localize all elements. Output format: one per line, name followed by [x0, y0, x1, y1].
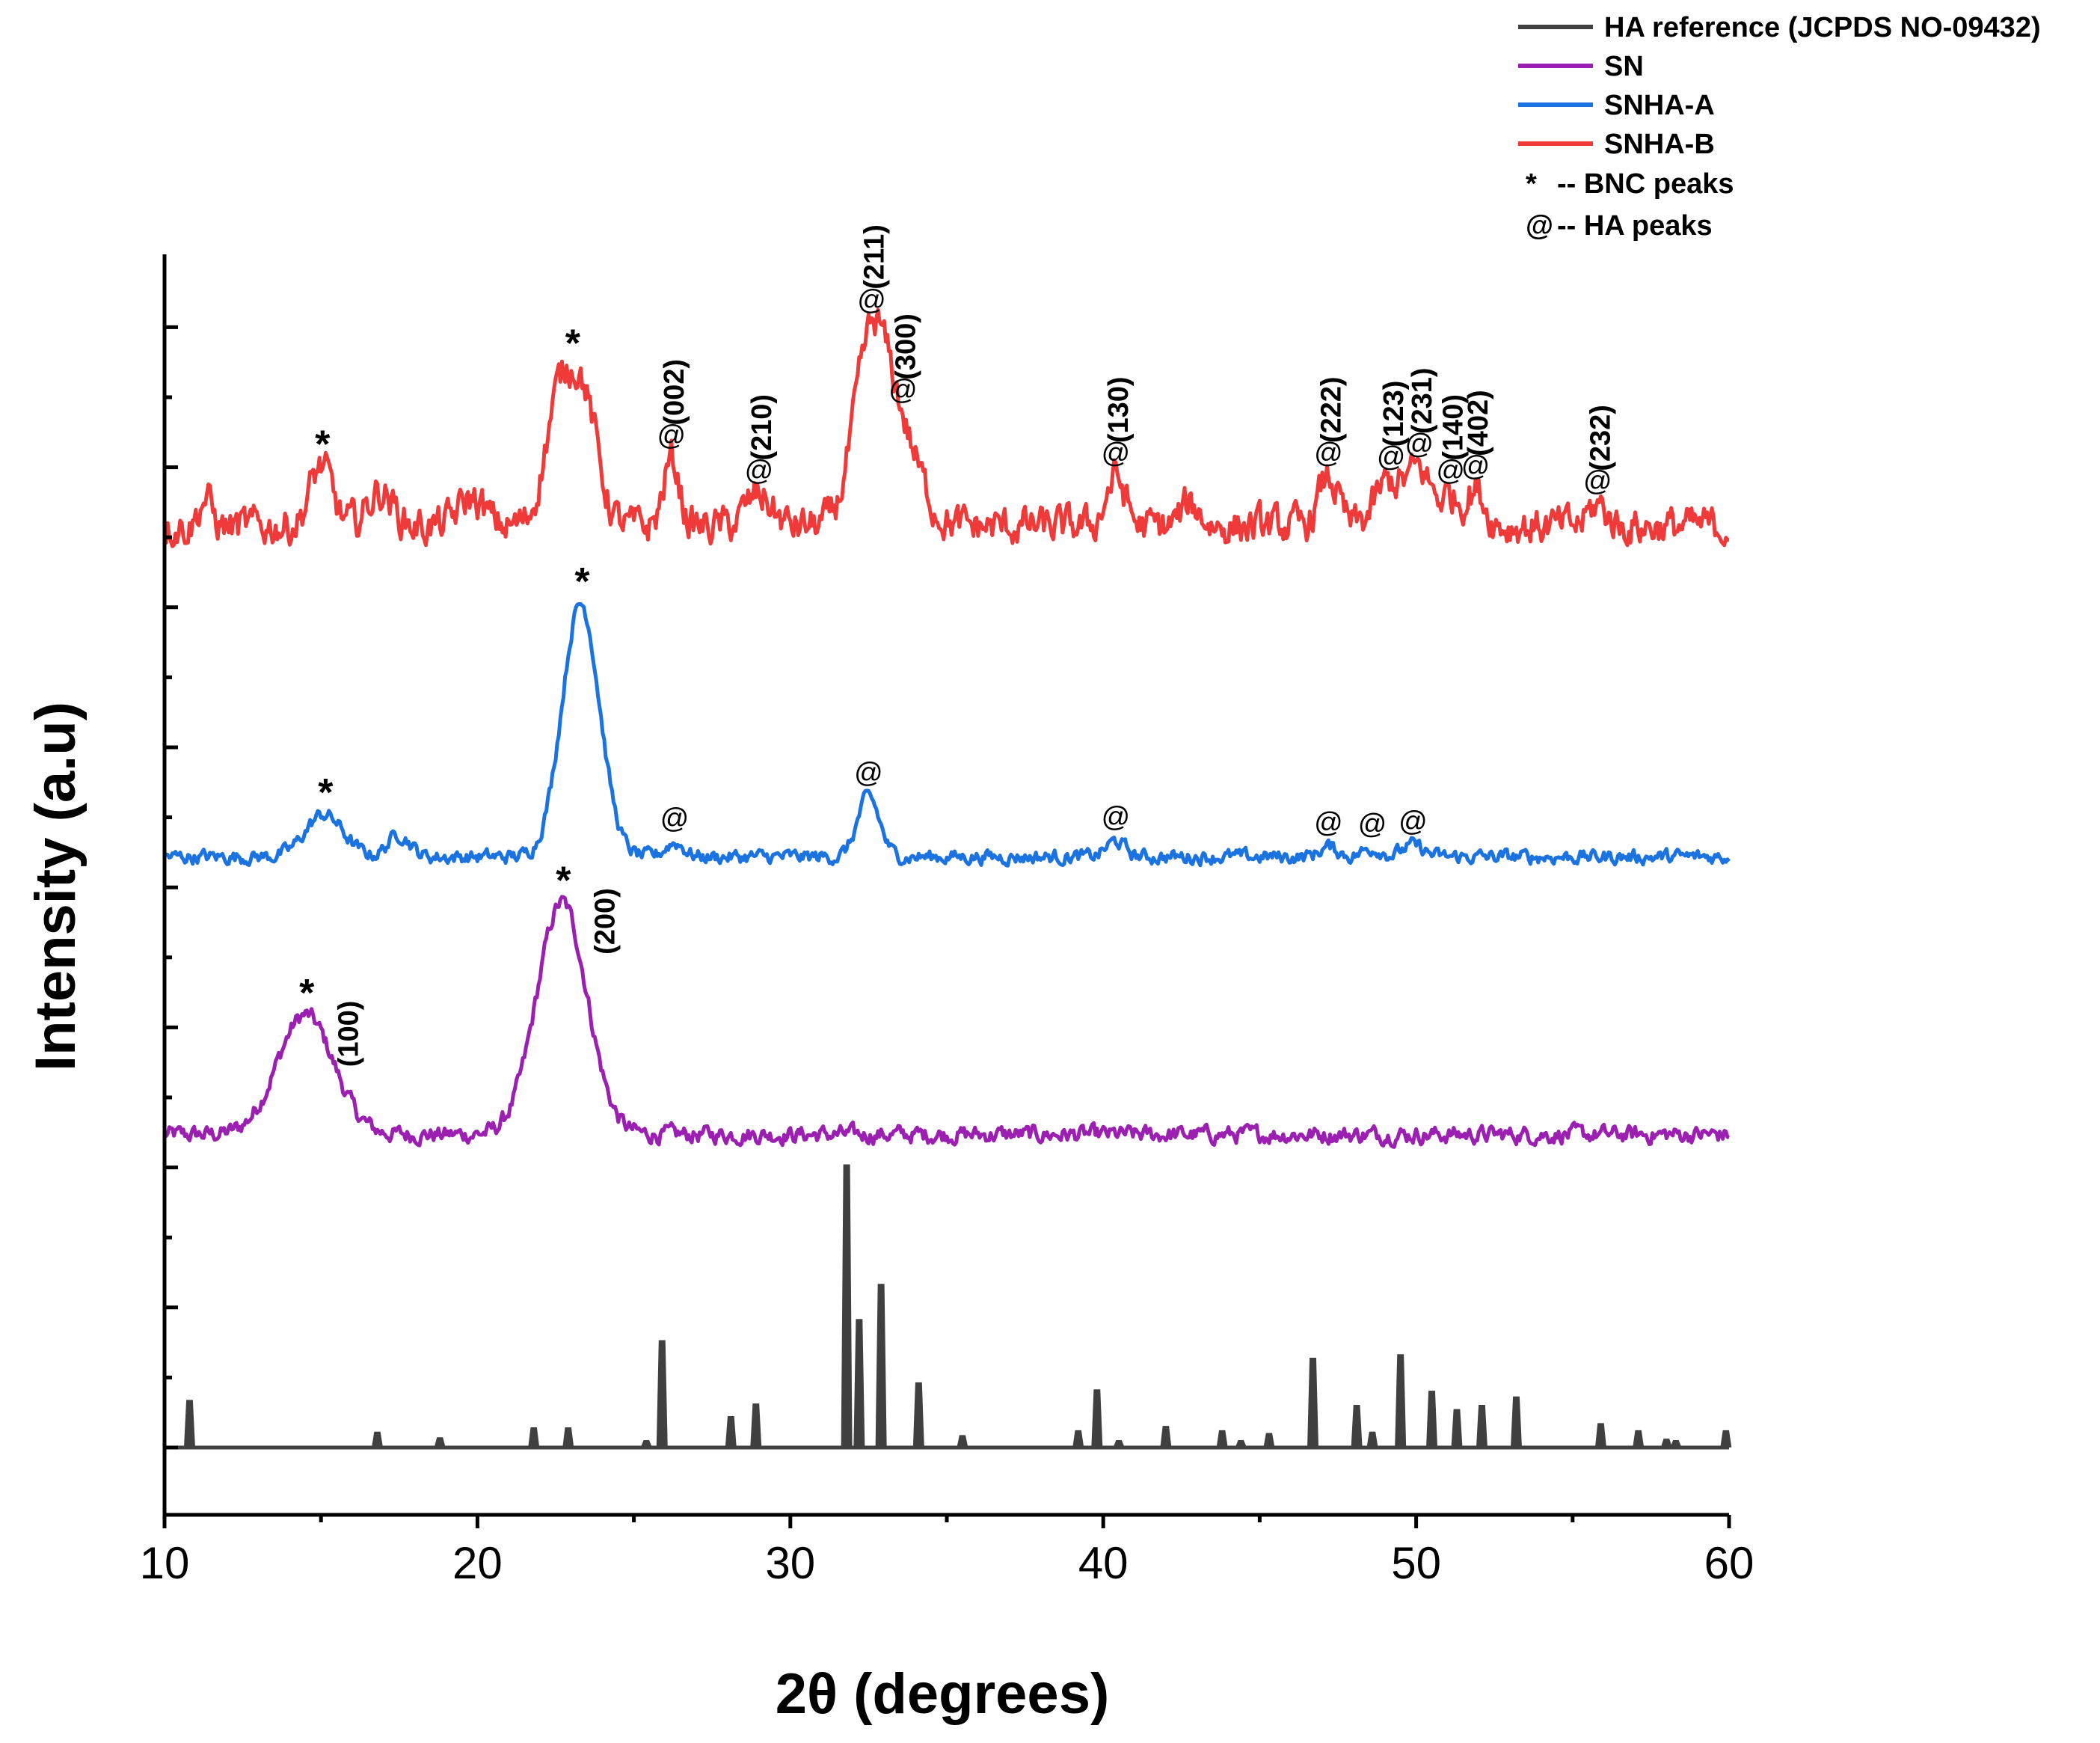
miller-index-label: (002): [659, 359, 690, 426]
y-ticks: [165, 325, 178, 1450]
series-ha-reference-jcpds-no-09432-peak: [1594, 1423, 1606, 1448]
series-snha-b-line: [162, 307, 1730, 548]
series-ha-reference-jcpds-no-09432-peak: [1720, 1430, 1732, 1448]
ha-peak-marker: @: [1404, 429, 1434, 460]
x-axis-title: 2θ (degrees): [776, 1662, 1110, 1726]
series-ha-reference-jcpds-no-09432-peak: [1510, 1396, 1522, 1448]
series-ha-reference-jcpds-no-09432-peak: [1660, 1439, 1672, 1448]
ha-peak-marker: @: [1314, 807, 1343, 839]
series-ha-reference-jcpds-no-09432-peak: [853, 1319, 865, 1448]
x-tick-label-50: 50: [1391, 1538, 1441, 1588]
miller-index-label: (200): [589, 888, 621, 955]
legend: HA reference (JCPDS NO-09432) SN SNHA-A SNH…: [1518, 12, 2041, 242]
series-ha-reference-jcpds-no-09432-peak: [562, 1427, 574, 1448]
ha-peak-marker: @: [1358, 809, 1387, 840]
series-ha-reference-jcpds-no-09432-peak: [1476, 1404, 1488, 1448]
series-ha-reference-jcpds-no-09432-peak: [1307, 1358, 1319, 1448]
legend-label-sn: SN: [1604, 51, 1644, 82]
series-ha-reference-jcpds-no-09432-peak: [1235, 1439, 1247, 1448]
x-tick-label-60: 60: [1704, 1538, 1754, 1588]
series-ha-reference-jcpds-no-09432-peak: [912, 1382, 924, 1448]
miller-index-label: (222): [1315, 376, 1347, 443]
axes: [162, 254, 1729, 1517]
series-sn-line: [162, 895, 1730, 1149]
miller-index-label: (100): [333, 1001, 364, 1067]
miller-index-label: (140): [1438, 394, 1470, 461]
bnc-peak-marker: *: [574, 560, 590, 604]
ha-peak-marker: @: [1102, 802, 1131, 833]
legend-label-ha-reference-jcpds-no-09432: HA reference (JCPDS NO-09432): [1604, 12, 2041, 43]
series-ha-reference-jcpds-no-09432-peak: [957, 1435, 968, 1448]
y-axis-title: Intensity (a.u): [24, 702, 88, 1071]
miller-index-label: (130): [1103, 376, 1135, 443]
series-ha-reference-jcpds-no-09432-peak: [875, 1284, 887, 1448]
miller-index-label: (231): [1407, 367, 1438, 434]
series-ha-reference-jcpds-no-09432-peak: [1160, 1426, 1172, 1448]
ha-peak-marker: @: [1377, 441, 1406, 473]
x-tick-label-40: 40: [1078, 1538, 1129, 1588]
ha-peak-marker: @: [1102, 438, 1131, 469]
ha-peak-marker: @: [1461, 451, 1490, 483]
miller-index-label: (402): [1463, 390, 1494, 456]
bnc-peak-marker: *: [299, 972, 315, 1015]
series-ha-reference-jcpds-no-09432-peak: [750, 1403, 762, 1448]
ha-peak-marker: @: [1314, 438, 1343, 469]
legend-note-text: -- HA peaks: [1557, 210, 1713, 242]
series-ha-reference-jcpds-no-09432-peak: [372, 1431, 383, 1448]
series-ha-reference-jcpds-no-09432-peak: [528, 1427, 540, 1448]
miller-index-label: (300): [890, 313, 921, 380]
miller-index-label: (232): [1585, 405, 1616, 471]
x-tick-label-30: 30: [765, 1538, 815, 1588]
legend-note-symbol: @: [1526, 210, 1553, 242]
series-ha-reference-jcpds-no-09432-peak: [434, 1437, 446, 1448]
series-ha-reference-jcpds-no-09432-peak: [1351, 1404, 1363, 1448]
x-tick-label-10: 10: [140, 1538, 190, 1588]
series-ha-reference-jcpds-no-09432-peak: [1395, 1354, 1407, 1448]
series-ha-reference-jcpds-no-09432-peak: [1451, 1409, 1463, 1448]
ha-peak-marker: @: [660, 803, 690, 835]
legend-note-symbol: *: [1526, 168, 1537, 200]
ha-peak-marker: @: [1583, 465, 1612, 497]
series-ha-reference-jcpds-no-09432-peak: [1633, 1430, 1645, 1448]
series-ha-reference-jcpds-no-09432-peak: [1091, 1389, 1103, 1448]
ha-peak-marker: @: [854, 758, 883, 789]
series-ha-reference-jcpds-no-09432-peak: [1113, 1439, 1125, 1448]
ha-peak-marker: @: [745, 455, 774, 486]
ha-peak-marker: @: [1399, 806, 1428, 837]
series-ha-reference-jcpds-no-09432-peak: [183, 1400, 195, 1448]
x-tick-label-20: 20: [452, 1538, 503, 1588]
series-ha-reference-jcpds-no-09432-peak: [841, 1164, 853, 1448]
ha-peak-marker: @: [657, 420, 687, 451]
series-layer: [162, 307, 1732, 1450]
x-ticks: 10 20 30 40 50 60: [140, 1515, 1754, 1588]
bnc-peak-marker: *: [565, 322, 581, 365]
peak-annotations: *(100)*(200)**@@@ @ @ @**@(002)@(210)@(211)…: [299, 224, 1616, 1067]
series-ha-reference-jcpds-no-09432-peak: [1426, 1391, 1438, 1448]
series-ha-reference-jcpds-no-09432-peak: [1366, 1431, 1378, 1448]
legend-note-text: -- BNC peaks: [1557, 168, 1734, 200]
ha-peak-marker: @: [1436, 455, 1465, 486]
legend-label-snha-a: SNHA-A: [1604, 90, 1715, 121]
series-ha-reference-jcpds-no-09432-peak: [725, 1416, 737, 1448]
bnc-peak-marker: *: [315, 423, 331, 467]
series-ha-reference-jcpds-no-09432-peak: [1216, 1430, 1228, 1448]
miller-index-label: (123): [1378, 381, 1410, 447]
series-ha-reference-jcpds-no-09432-peak: [1072, 1430, 1084, 1448]
ha-peak-marker: @: [857, 284, 886, 316]
miller-index-label: (210): [746, 394, 778, 461]
series-ha-reference-jcpds-no-09432-peak: [656, 1340, 668, 1448]
series-ha-reference-jcpds-no-09432-peak: [641, 1439, 652, 1448]
series-snha-a-line: [163, 602, 1731, 868]
bnc-peak-marker: *: [556, 860, 571, 903]
series-ha-reference-jcpds-no-09432-peak: [1670, 1439, 1682, 1448]
bnc-peak-marker: *: [318, 771, 334, 815]
miller-index-label: (211): [859, 224, 891, 290]
ha-peak-marker: @: [888, 374, 918, 405]
series-ha-reference-jcpds-no-09432-peak: [1263, 1433, 1275, 1448]
legend-label-snha-b: SNHA-B: [1604, 129, 1715, 160]
